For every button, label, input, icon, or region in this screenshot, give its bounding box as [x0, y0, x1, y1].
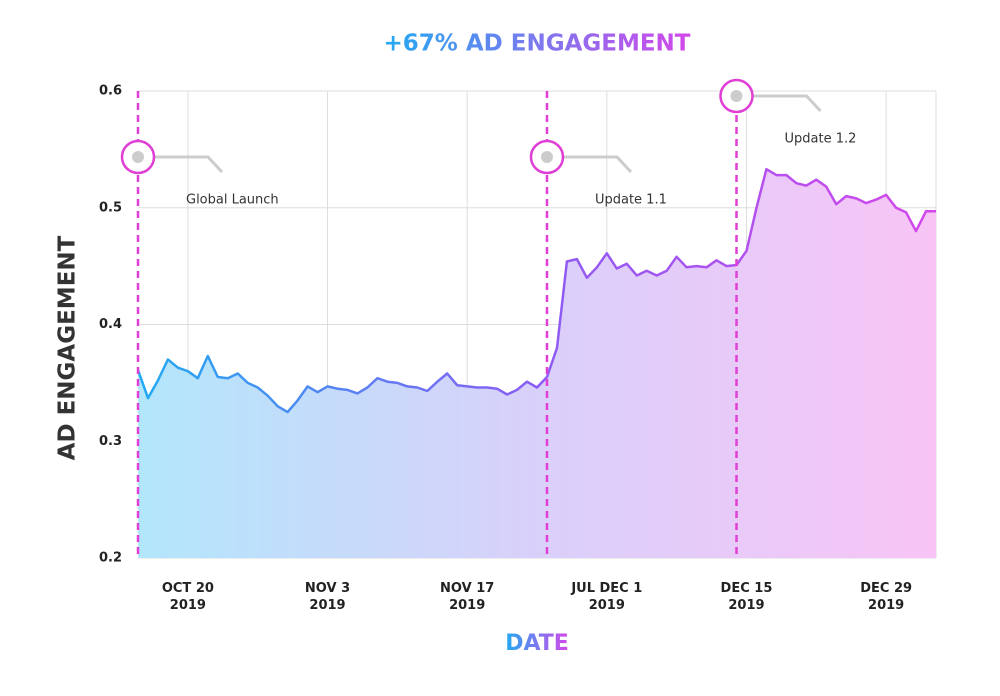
callout-connector [155, 155, 224, 174]
x-tick-label: JUL DEC 1 2019 [570, 581, 642, 613]
annotation-label: Update 1.1 [595, 193, 667, 208]
y-tick-label: 0.3 [99, 434, 122, 449]
callout-dot [540, 151, 553, 163]
callout-dot [132, 151, 144, 163]
y-tick-label: 0.2 [99, 551, 122, 566]
x-tick-label: OCT 20 2019 [162, 581, 214, 613]
area [138, 169, 936, 558]
y-tick-label: 0.6 [99, 84, 122, 99]
callout-dot [730, 90, 743, 102]
annotation-label: Global Launch [186, 193, 279, 208]
x-axis-label: DATE [505, 631, 569, 656]
annotation-label: Update 1.2 [785, 132, 857, 147]
x-tick-label: NOV 17 2019 [440, 581, 494, 613]
x-tick-label: NOV 3 2019 [305, 581, 350, 613]
line [136, 167, 936, 414]
y-tick-label: 0.5 [99, 200, 122, 215]
y-axis-label: AD ENGAGEMENT [55, 235, 81, 460]
chart-title: +67% AD ENGAGEMENT [384, 31, 691, 57]
x-tick-label: DEC 15 2019 [721, 581, 773, 613]
callout-connector [563, 155, 633, 174]
y-tick-label: 0.4 [99, 317, 122, 332]
x-tick-label: DEC 29 2019 [860, 581, 912, 613]
callout-connector [753, 94, 822, 113]
